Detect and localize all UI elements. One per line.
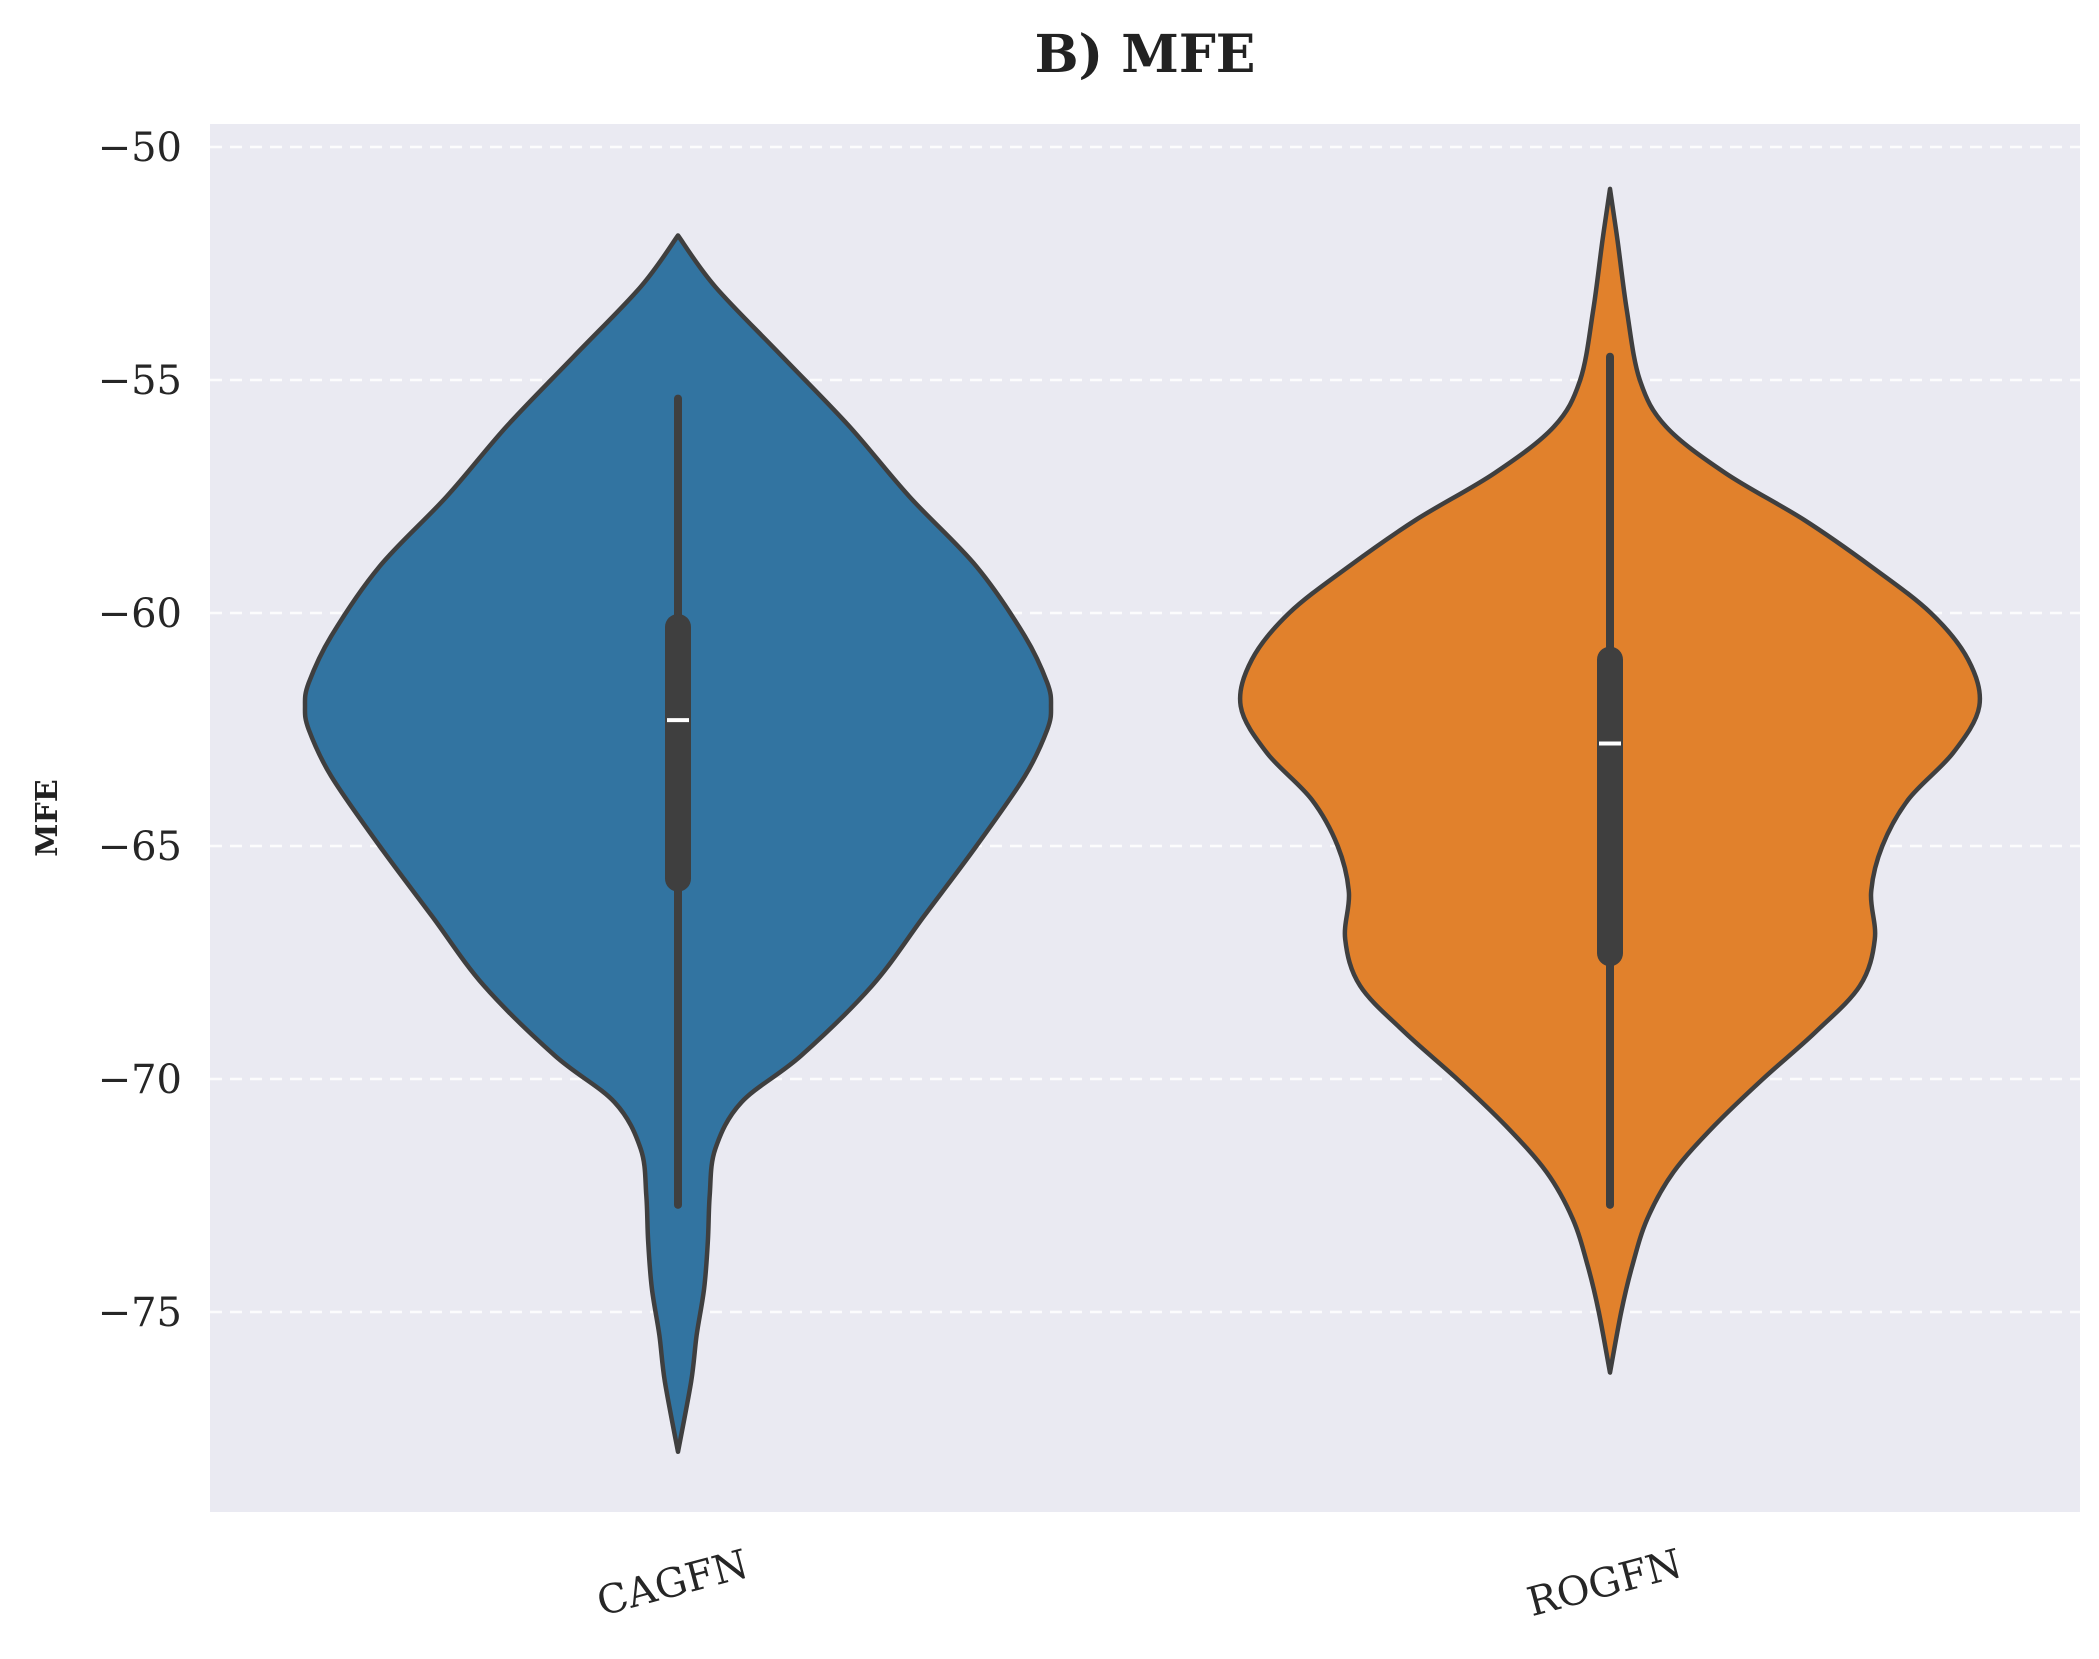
chart-title: B) MFE	[1035, 24, 1256, 85]
violins	[302, 186, 1983, 1455]
y-tick-label: −55	[98, 358, 182, 404]
x-tick-label-cagfn: CAGFN	[592, 1541, 753, 1625]
x-tick-labels: CAGFN ROGFN	[592, 1541, 1687, 1626]
y-tick-label: −65	[98, 824, 182, 870]
y-axis-label: MFE	[30, 779, 65, 856]
y-tick-label: −70	[98, 1057, 182, 1103]
y-tick-label: −60	[98, 591, 182, 637]
y-tick-label: −50	[98, 125, 182, 171]
x-tick-label-rogfn: ROGFN	[1523, 1541, 1687, 1626]
y-tick-label: −75	[98, 1290, 182, 1336]
y-tick-labels: −50 −55 −60 −65 −70 −75	[98, 125, 182, 1336]
